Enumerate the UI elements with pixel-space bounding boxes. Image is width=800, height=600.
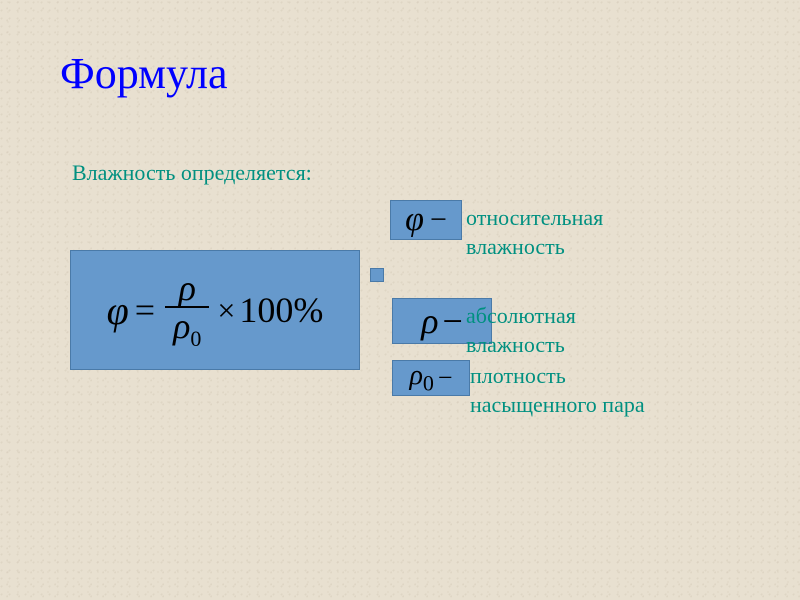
- rho0-icon: ρ0: [409, 360, 433, 397]
- subtitle-text: Влажность определяется:: [72, 160, 312, 186]
- phi-symbol: φ: [107, 287, 129, 334]
- legend-rho-text: абсолютнаявлажность: [466, 303, 576, 357]
- dash-icon: −: [438, 363, 453, 393]
- legend-phi-text: относительнаявлажность: [466, 205, 603, 259]
- legend-rho0-text: плотностьнасыщенного пара: [470, 363, 645, 417]
- legend-rho-label: абсолютнаявлажность: [466, 302, 666, 359]
- times-sign: ×: [217, 292, 235, 329]
- small-square: [370, 268, 384, 282]
- hundred-percent: 100%: [239, 289, 323, 331]
- fraction: ρ ρ0: [165, 270, 209, 350]
- main-formula-box: φ = ρ ρ0 × 100%: [70, 250, 360, 370]
- page-title: Формула: [60, 48, 228, 99]
- legend-phi-box: φ −: [390, 200, 462, 240]
- legend-phi-label: относительнаявлажность: [466, 204, 666, 261]
- dash-icon: −: [430, 203, 447, 237]
- rho0-sym: ρ: [409, 360, 422, 391]
- phi-icon: φ: [405, 201, 424, 239]
- fraction-denominator: ρ0: [165, 306, 209, 350]
- rho-den: ρ: [173, 306, 190, 346]
- legend-rho0-box: ρ0 −: [392, 360, 470, 396]
- rho0-sub: 0: [423, 370, 434, 395]
- rho-icon: ρ: [421, 300, 438, 342]
- fraction-numerator: ρ: [171, 270, 204, 306]
- dash-icon: −: [442, 300, 462, 342]
- legend-rho0-label: плотностьнасыщенного пара: [470, 362, 690, 419]
- rho-den-sub: 0: [190, 326, 201, 351]
- equals-sign: =: [135, 289, 155, 331]
